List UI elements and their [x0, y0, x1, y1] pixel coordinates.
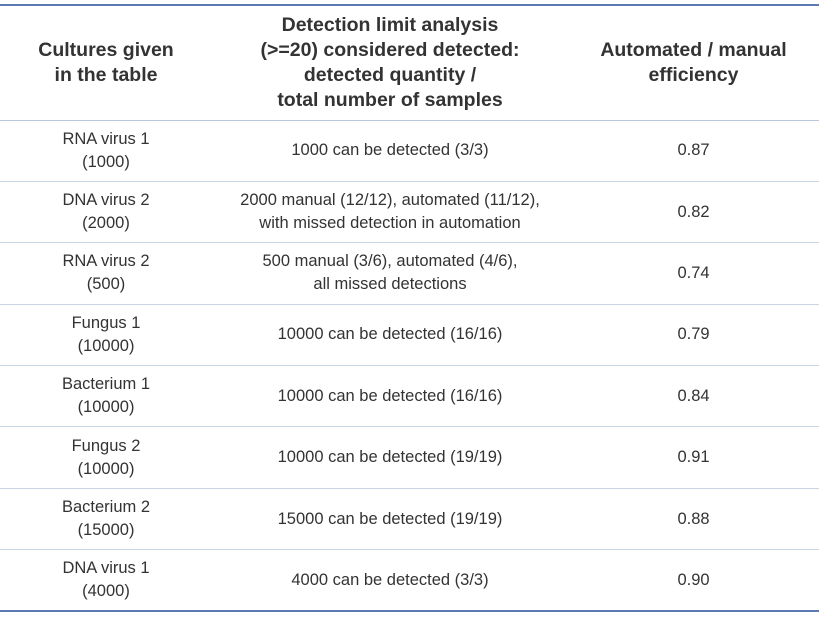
efficiency-cell: 0.90: [568, 549, 819, 613]
culture-cell: RNA virus 1 (1000): [0, 120, 212, 182]
culture-cell-line: (2000): [82, 214, 130, 233]
efficiency-cell: 0.87: [568, 120, 819, 182]
culture-cell-line: RNA virus 1: [62, 129, 150, 148]
header-detection: Detection limit analysis (>=20) consider…: [212, 4, 568, 121]
table-row: Fungus 2 (10000) 10000 can be detected (19…: [0, 426, 819, 489]
table-row: Bacterium 2 (15000) 15000 can be detected …: [0, 488, 819, 551]
detection-cell: 15000 can be detected (19/19): [212, 488, 568, 551]
detection-cell-line: with missed detection in automation: [259, 214, 521, 233]
detection-cell-line: 10000 can be detected (19/19): [277, 448, 503, 467]
detection-cell-line: 2000 manual (12/12), automated (11/12),: [240, 191, 540, 210]
detection-cell-line: 10000 can be detected (16/16): [277, 386, 503, 405]
detection-cell: 4000 can be detected (3/3): [212, 549, 568, 613]
header-efficiency-line: Automated / manual: [600, 38, 787, 61]
detection-cell-line: 500 manual (3/6), automated (4/6),: [262, 252, 518, 271]
table-row: Bacterium 1 (10000) 10000 can be detected …: [0, 365, 819, 428]
culture-cell-line: (10000): [77, 336, 135, 355]
header-cultures: Cultures given in the table: [0, 4, 212, 121]
header-detection-line: detected quantity /: [303, 63, 477, 86]
culture-cell: RNA virus 2 (500): [0, 242, 212, 305]
table-row: DNA virus 2 (2000) 2000 manual (12/12), au…: [0, 181, 819, 244]
detection-cell-line: 1000 can be detected (3/3): [291, 141, 489, 160]
culture-cell-line: (500): [86, 275, 126, 294]
culture-cell-line: DNA virus 1: [62, 559, 150, 578]
detection-cell-line: 10000 can be detected (16/16): [277, 325, 503, 344]
efficiency-cell: 0.84: [568, 365, 819, 428]
culture-cell-line: (10000): [77, 459, 135, 478]
efficiency-cell: 0.88: [568, 488, 819, 551]
table-body: RNA virus 1 (1000) 1000 can be detected (3…: [0, 120, 819, 613]
culture-cell-line: (4000): [82, 582, 130, 601]
table-row: Fungus 1 (10000) 10000 can be detected (16…: [0, 304, 819, 367]
culture-cell-line: Bacterium 2: [61, 498, 151, 517]
detection-results-table: Cultures given in the table Detection li…: [0, 4, 819, 613]
culture-cell: Fungus 1 (10000): [0, 304, 212, 367]
detection-cell-line: all missed detections: [313, 275, 467, 294]
detection-cell-line: 4000 can be detected (3/3): [291, 570, 489, 589]
detection-cell: 1000 can be detected (3/3): [212, 120, 568, 182]
detection-cell-line: 15000 can be detected (19/19): [277, 509, 503, 528]
detection-cell: 10000 can be detected (19/19): [212, 426, 568, 489]
culture-cell: Fungus 2 (10000): [0, 426, 212, 489]
culture-cell-line: Bacterium 1: [61, 375, 151, 394]
detection-cell: 10000 can be detected (16/16): [212, 304, 568, 367]
header-row: Cultures given in the table Detection li…: [0, 4, 819, 121]
efficiency-cell: 0.74: [568, 242, 819, 305]
efficiency-cell: 0.79: [568, 304, 819, 367]
efficiency-cell: 0.82: [568, 181, 819, 244]
header-efficiency-line: efficiency: [648, 63, 739, 86]
culture-cell-line: Fungus 2: [71, 436, 141, 455]
culture-cell-line: (10000): [77, 398, 135, 417]
header-cultures-line: Cultures given: [38, 38, 174, 61]
culture-cell-line: DNA virus 2: [62, 191, 150, 210]
culture-cell-line: (15000): [77, 521, 135, 540]
culture-cell-line: RNA virus 2: [62, 252, 150, 271]
efficiency-cell: 0.91: [568, 426, 819, 489]
culture-cell: Bacterium 1 (10000): [0, 365, 212, 428]
detection-cell: 10000 can be detected (16/16): [212, 365, 568, 428]
culture-cell: DNA virus 2 (2000): [0, 181, 212, 244]
culture-cell-line: Fungus 1: [71, 313, 141, 332]
detection-cell: 500 manual (3/6), automated (4/6), all mi…: [212, 242, 568, 305]
detection-cell: 2000 manual (12/12), automated (11/12), w…: [212, 181, 568, 244]
header-cultures-line: in the table: [54, 63, 158, 86]
culture-cell-line: (1000): [82, 152, 130, 171]
culture-cell: DNA virus 1 (4000): [0, 549, 212, 613]
header-detection-line: (>=20) considered detected:: [260, 38, 520, 61]
header-detection-line: total number of samples: [277, 88, 503, 111]
culture-cell: Bacterium 2 (15000): [0, 488, 212, 551]
table-row: RNA virus 1 (1000) 1000 can be detected (3…: [0, 120, 819, 182]
header-efficiency: Automated / manual efficiency: [568, 4, 819, 121]
table-row: RNA virus 2 (500) 500 manual (3/6), automa…: [0, 242, 819, 305]
header-detection-line: Detection limit analysis: [281, 13, 499, 36]
table-row: DNA virus 1 (4000) 4000 can be detected (3…: [0, 549, 819, 613]
